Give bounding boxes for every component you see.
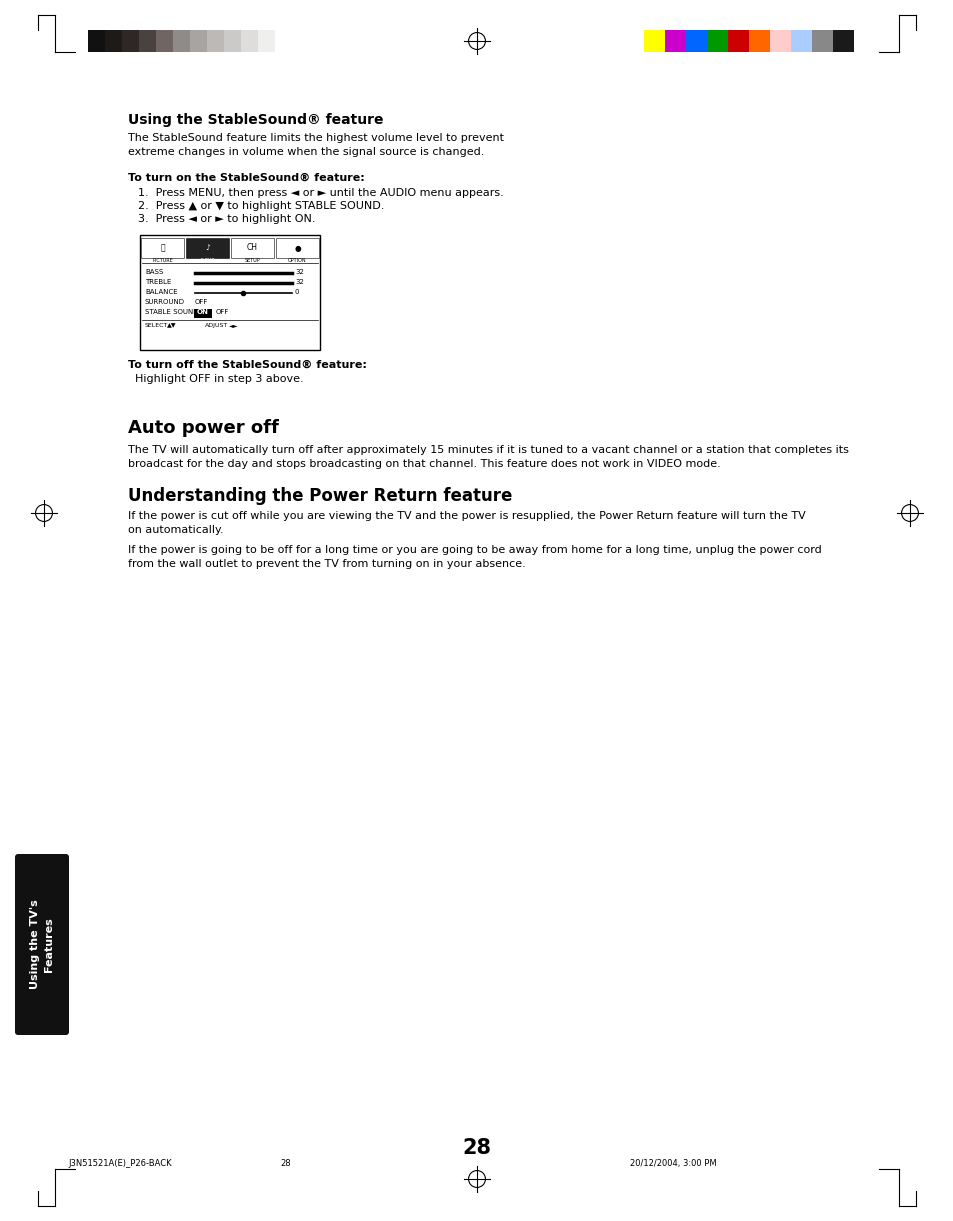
Text: ♪: ♪: [205, 243, 210, 253]
Bar: [790, 31, 811, 53]
Bar: [241, 31, 257, 53]
Bar: [257, 31, 274, 53]
Text: ADJUST: ADJUST: [205, 324, 228, 328]
Text: Using the TV's
Features: Using the TV's Features: [30, 900, 54, 989]
Text: 20/12/2004, 3:00 PM: 20/12/2004, 3:00 PM: [629, 1159, 716, 1168]
Text: Using the StableSound® feature: Using the StableSound® feature: [128, 114, 383, 127]
Text: Understanding the Power Return feature: Understanding the Power Return feature: [128, 487, 512, 505]
Bar: [727, 31, 748, 53]
Text: OFF: OFF: [194, 299, 208, 305]
Bar: [769, 31, 790, 53]
Text: To turn off the StableSound® feature:: To turn off the StableSound® feature:: [128, 360, 367, 370]
FancyBboxPatch shape: [15, 853, 69, 1035]
Text: ⛵: ⛵: [160, 243, 165, 253]
Text: Highlight OFF in step 3 above.: Highlight OFF in step 3 above.: [128, 374, 303, 383]
Bar: [105, 31, 122, 53]
Bar: [122, 31, 139, 53]
Text: BALANCE: BALANCE: [145, 289, 177, 295]
Text: 32: 32: [294, 269, 304, 275]
Text: 28: 28: [462, 1138, 491, 1158]
Bar: [832, 31, 853, 53]
Text: The TV will automatically turn off after approximately 15 minutes if it is tuned: The TV will automatically turn off after…: [128, 444, 848, 469]
Text: AUDIO: AUDIO: [199, 259, 215, 264]
Bar: [140, 234, 319, 350]
Text: SETUP: SETUP: [244, 259, 260, 264]
Bar: [748, 31, 769, 53]
Text: PICTURE: PICTURE: [152, 259, 172, 264]
Text: BASS: BASS: [145, 269, 163, 275]
Text: 1.  Press MENU, then press ◄ or ► until the AUDIO menu appears.: 1. Press MENU, then press ◄ or ► until t…: [138, 188, 503, 198]
Text: If the power is going to be off for a long time or you are going to be away from: If the power is going to be off for a lo…: [128, 545, 821, 569]
Bar: [275, 238, 318, 258]
Bar: [141, 238, 184, 258]
Text: ON: ON: [197, 309, 209, 315]
Text: 28: 28: [280, 1159, 291, 1168]
Text: ▲▼: ▲▼: [167, 324, 176, 328]
Text: OFF: OFF: [215, 309, 229, 315]
Text: SURROUND: SURROUND: [145, 299, 185, 305]
Text: ●: ●: [294, 243, 300, 253]
Text: ◄►: ◄►: [229, 324, 238, 328]
Bar: [88, 31, 105, 53]
Bar: [193, 309, 212, 317]
Text: STABLE SOUND: STABLE SOUND: [145, 309, 198, 315]
Text: Auto power off: Auto power off: [128, 419, 278, 437]
Bar: [664, 31, 685, 53]
Bar: [156, 31, 172, 53]
Bar: [190, 31, 207, 53]
Text: J3N51521A(E)_P26-BACK: J3N51521A(E)_P26-BACK: [68, 1159, 172, 1168]
Text: The StableSound feature limits the highest volume level to prevent
extreme chang: The StableSound feature limits the highe…: [128, 133, 503, 158]
Bar: [186, 238, 229, 258]
Text: TREBLE: TREBLE: [145, 280, 172, 284]
Bar: [139, 31, 156, 53]
Bar: [274, 31, 292, 53]
Bar: [172, 31, 190, 53]
Text: If the power is cut off while you are viewing the TV and the power is resupplied: If the power is cut off while you are vi…: [128, 512, 805, 535]
Text: OPTION: OPTION: [288, 259, 307, 264]
Bar: [685, 31, 706, 53]
Bar: [224, 31, 241, 53]
Text: 32: 32: [294, 280, 304, 284]
Text: To turn on the StableSound® feature:: To turn on the StableSound® feature:: [128, 173, 364, 183]
Bar: [231, 238, 274, 258]
Bar: [706, 31, 727, 53]
Text: 3.  Press ◄ or ► to highlight ON.: 3. Press ◄ or ► to highlight ON.: [138, 214, 315, 223]
Bar: [643, 31, 664, 53]
Text: 2.  Press ▲ or ▼ to highlight STABLE SOUND.: 2. Press ▲ or ▼ to highlight STABLE SOUN…: [138, 201, 384, 211]
Bar: [811, 31, 832, 53]
Text: SELECT: SELECT: [145, 324, 168, 328]
Text: CH: CH: [247, 243, 257, 253]
Bar: [207, 31, 224, 53]
Text: 0: 0: [294, 289, 299, 295]
